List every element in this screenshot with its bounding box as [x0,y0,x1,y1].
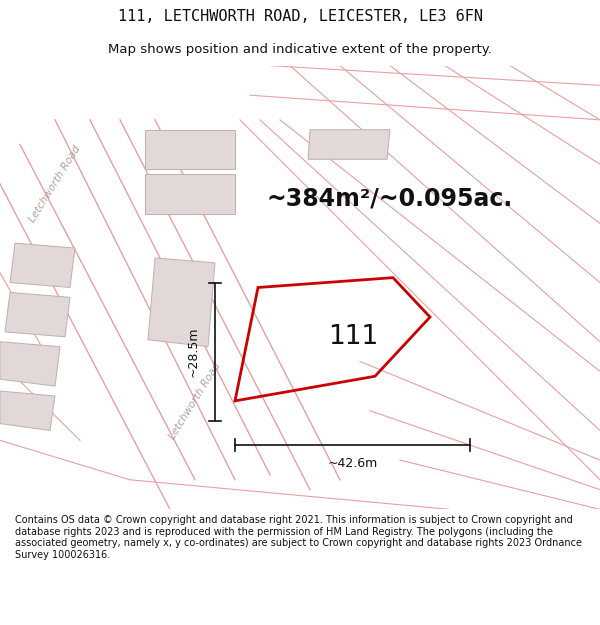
Text: Contains OS data © Crown copyright and database right 2021. This information is : Contains OS data © Crown copyright and d… [15,515,582,560]
Polygon shape [10,243,75,288]
Text: ~384m²/~0.095ac.: ~384m²/~0.095ac. [267,187,513,211]
Text: ~28.5m: ~28.5m [187,326,199,377]
Polygon shape [0,342,60,386]
Polygon shape [148,258,215,347]
Polygon shape [0,391,55,431]
Polygon shape [145,130,235,169]
Text: Letchworth Road: Letchworth Road [167,361,223,441]
Text: Map shows position and indicative extent of the property.: Map shows position and indicative extent… [108,42,492,56]
Text: ~42.6m: ~42.6m [328,456,377,469]
Text: 111, LETCHWORTH ROAD, LEICESTER, LE3 6FN: 111, LETCHWORTH ROAD, LEICESTER, LE3 6FN [118,9,482,24]
Text: 111: 111 [328,324,379,350]
Polygon shape [5,292,70,337]
Text: Letchworth Road: Letchworth Road [28,144,83,224]
Polygon shape [145,174,235,214]
Polygon shape [308,130,390,159]
